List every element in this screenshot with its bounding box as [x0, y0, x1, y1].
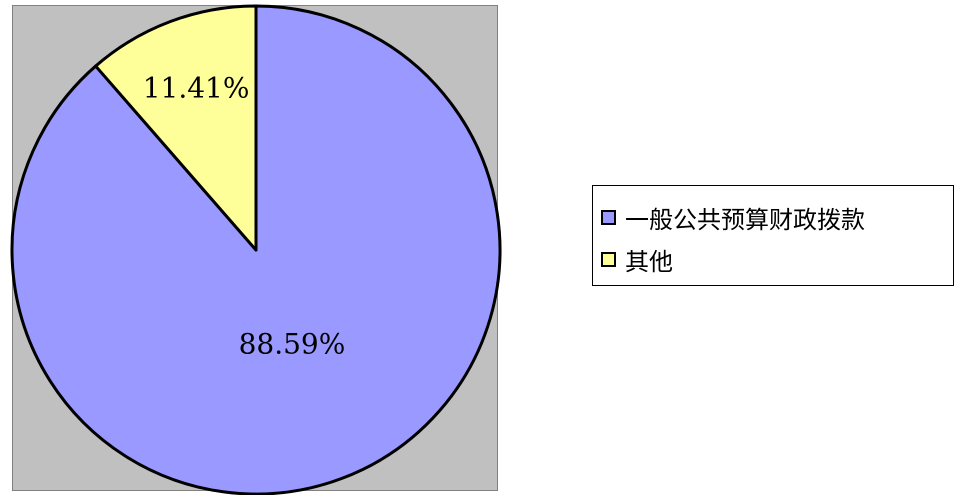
legend-swatch-0	[601, 210, 616, 225]
legend-label-1: 其他	[625, 248, 673, 276]
legend: 一般公共预算财政拨款 其他	[592, 185, 954, 286]
data-label-0: 88.59%	[239, 327, 346, 360]
legend-swatch-1	[601, 252, 616, 267]
legend-item-1: 其他	[601, 242, 673, 277]
legend-label-0: 一般公共预算财政拨款	[625, 206, 865, 234]
data-label-1: 11.41%	[143, 72, 250, 105]
pie-slice-1	[94, 4, 258, 252]
legend-item-0: 一般公共预算财政拨款	[601, 200, 865, 235]
